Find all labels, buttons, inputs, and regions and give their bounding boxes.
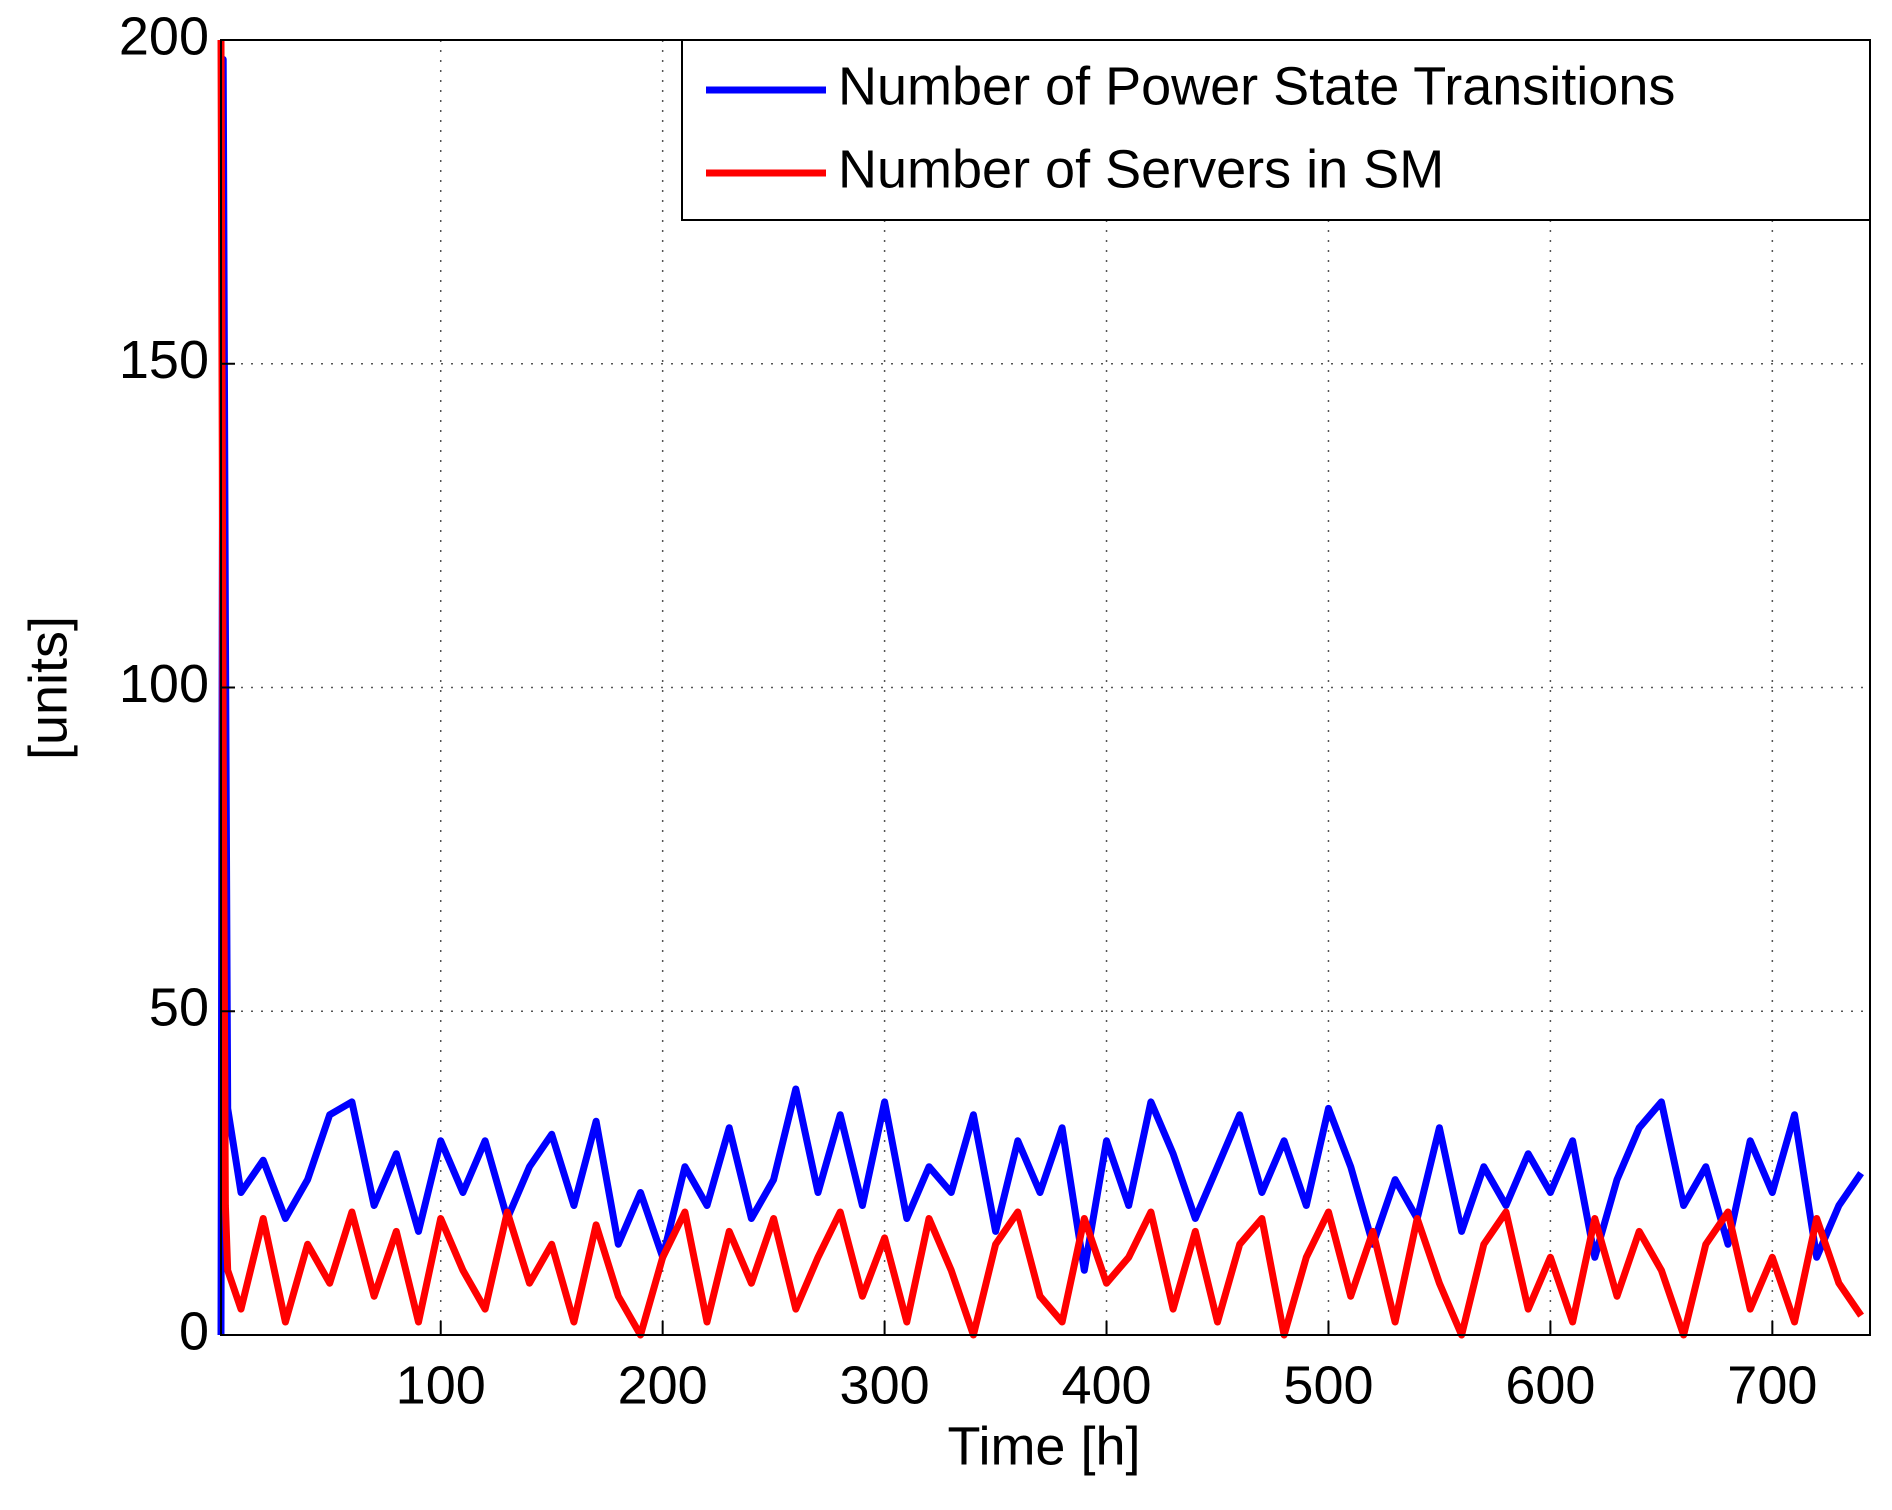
y-tick-label: 50: [149, 978, 209, 1038]
series-line: [217, 39, 1864, 1339]
legend-box: [681, 39, 1871, 221]
legend-label: Number of Power State Transitions: [838, 56, 1675, 116]
plot-area: [221, 40, 1870, 1335]
x-tick-label: 500: [1283, 1355, 1373, 1415]
x-tick-label: 300: [840, 1355, 930, 1415]
y-tick-label: 150: [119, 330, 209, 390]
series-line: [217, 55, 1864, 1336]
y-tick-label: 100: [119, 654, 209, 714]
legend-label: Number of Servers in SM: [838, 139, 1444, 199]
x-tick-label: 600: [1505, 1355, 1595, 1415]
x-axis-label: Time [h]: [947, 1416, 1140, 1476]
ticks: 100 200 300 400 500 600 700 0 50 100 150 200: [119, 6, 1818, 1415]
x-tick-label: 200: [618, 1355, 708, 1415]
x-tick-label: 700: [1727, 1355, 1817, 1415]
x-tick-label: 400: [1061, 1355, 1151, 1415]
y-tick-label: 0: [179, 1301, 209, 1361]
lines: [217, 39, 1864, 1339]
legend: Number of Power State Transitions Number …: [681, 39, 1871, 221]
x-tick-label: 100: [396, 1355, 486, 1415]
y-axis-label: [units]: [18, 616, 78, 760]
y-tick-label: 200: [119, 6, 209, 66]
